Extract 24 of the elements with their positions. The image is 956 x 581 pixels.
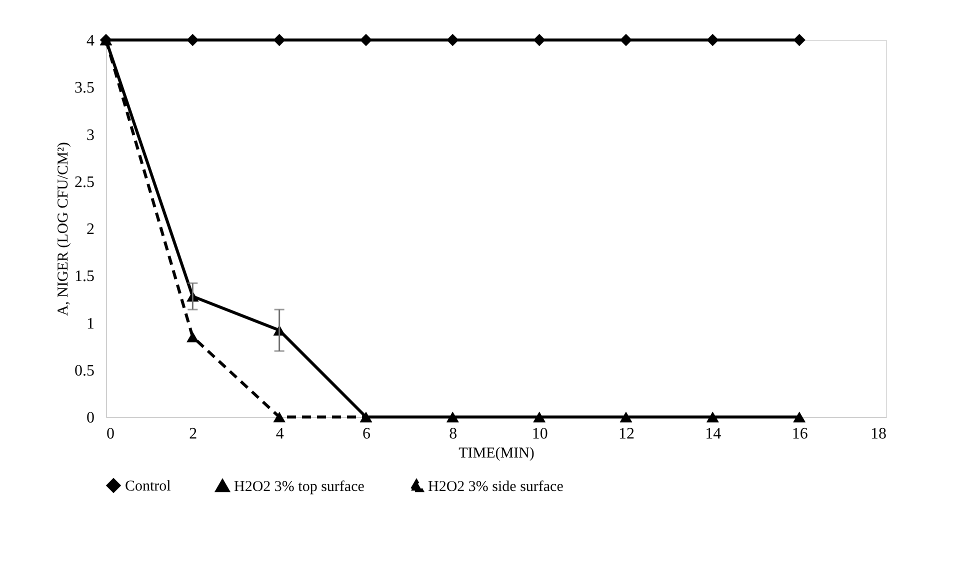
y-tick-label: 2: [86, 221, 94, 238]
x-tick-label: 8: [449, 426, 458, 442]
y-tick-label: 0.5: [74, 362, 94, 380]
x-tick-label: 4: [276, 426, 284, 442]
x-tick-label: 18: [870, 426, 886, 442]
legend-label: Control: [125, 478, 171, 495]
x-tick-label: 12: [618, 426, 634, 442]
y-axis-title: A, NIGER (LOG CFU/CM²): [56, 142, 72, 316]
y-tick-label: 3: [86, 126, 94, 144]
y-tick-label: 4: [86, 32, 94, 50]
x-tick-label: 2: [189, 426, 198, 442]
y-tick-label: 1: [86, 315, 94, 332]
legend-label: H2O2 3% top surface: [234, 478, 365, 495]
legend-label: H2O2 3% side surface: [428, 478, 564, 495]
x-tick-label: 10: [532, 426, 548, 442]
x-tick-label: 0: [106, 426, 114, 442]
y-tick-label: 0: [86, 410, 94, 426]
x-tick-label: 16: [792, 426, 808, 442]
y-tick-label: 1.5: [74, 268, 94, 286]
y-tick-label: 3.5: [74, 80, 94, 97]
x-axis-title: TIME(MIN): [458, 446, 534, 462]
x-tick-label: 6: [362, 426, 370, 442]
y-tick-label: 2.5: [74, 174, 94, 191]
x-tick-label: 14: [705, 426, 722, 442]
